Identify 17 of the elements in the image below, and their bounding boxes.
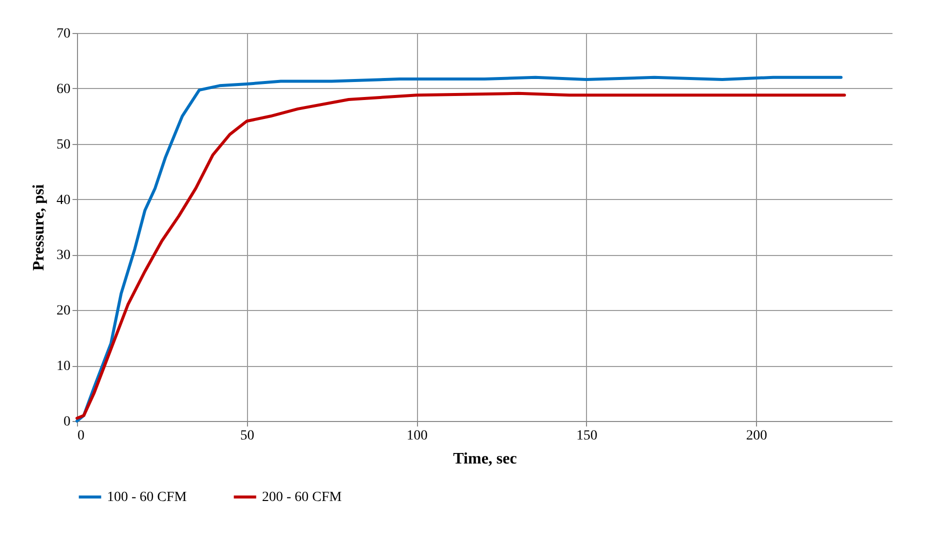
- x-tick-label: 50: [240, 428, 254, 444]
- y-tick-label: 10: [56, 359, 70, 374]
- y-tick-label: 40: [56, 192, 70, 208]
- y-tick-label: 20: [56, 304, 70, 319]
- y-tick-label: 30: [56, 248, 70, 264]
- y-tick-label: 50: [56, 137, 70, 152]
- y-tick-label: 0: [64, 414, 70, 430]
- x-tick-label: 200: [746, 428, 768, 444]
- y-tick-label: 60: [56, 82, 70, 97]
- x-tick-label: 150: [576, 428, 598, 444]
- x-axis-title: Time, sec: [453, 450, 517, 468]
- y-tick-label: 70: [56, 26, 70, 42]
- legend-label: 100 - 60 CFM: [107, 490, 188, 505]
- legend-label: 200 - 60 CFM: [262, 490, 342, 505]
- x-tick-label: 100: [406, 428, 428, 444]
- x-tick-label: 0: [78, 428, 84, 444]
- y-axis-title: Pressure, psi: [30, 184, 48, 271]
